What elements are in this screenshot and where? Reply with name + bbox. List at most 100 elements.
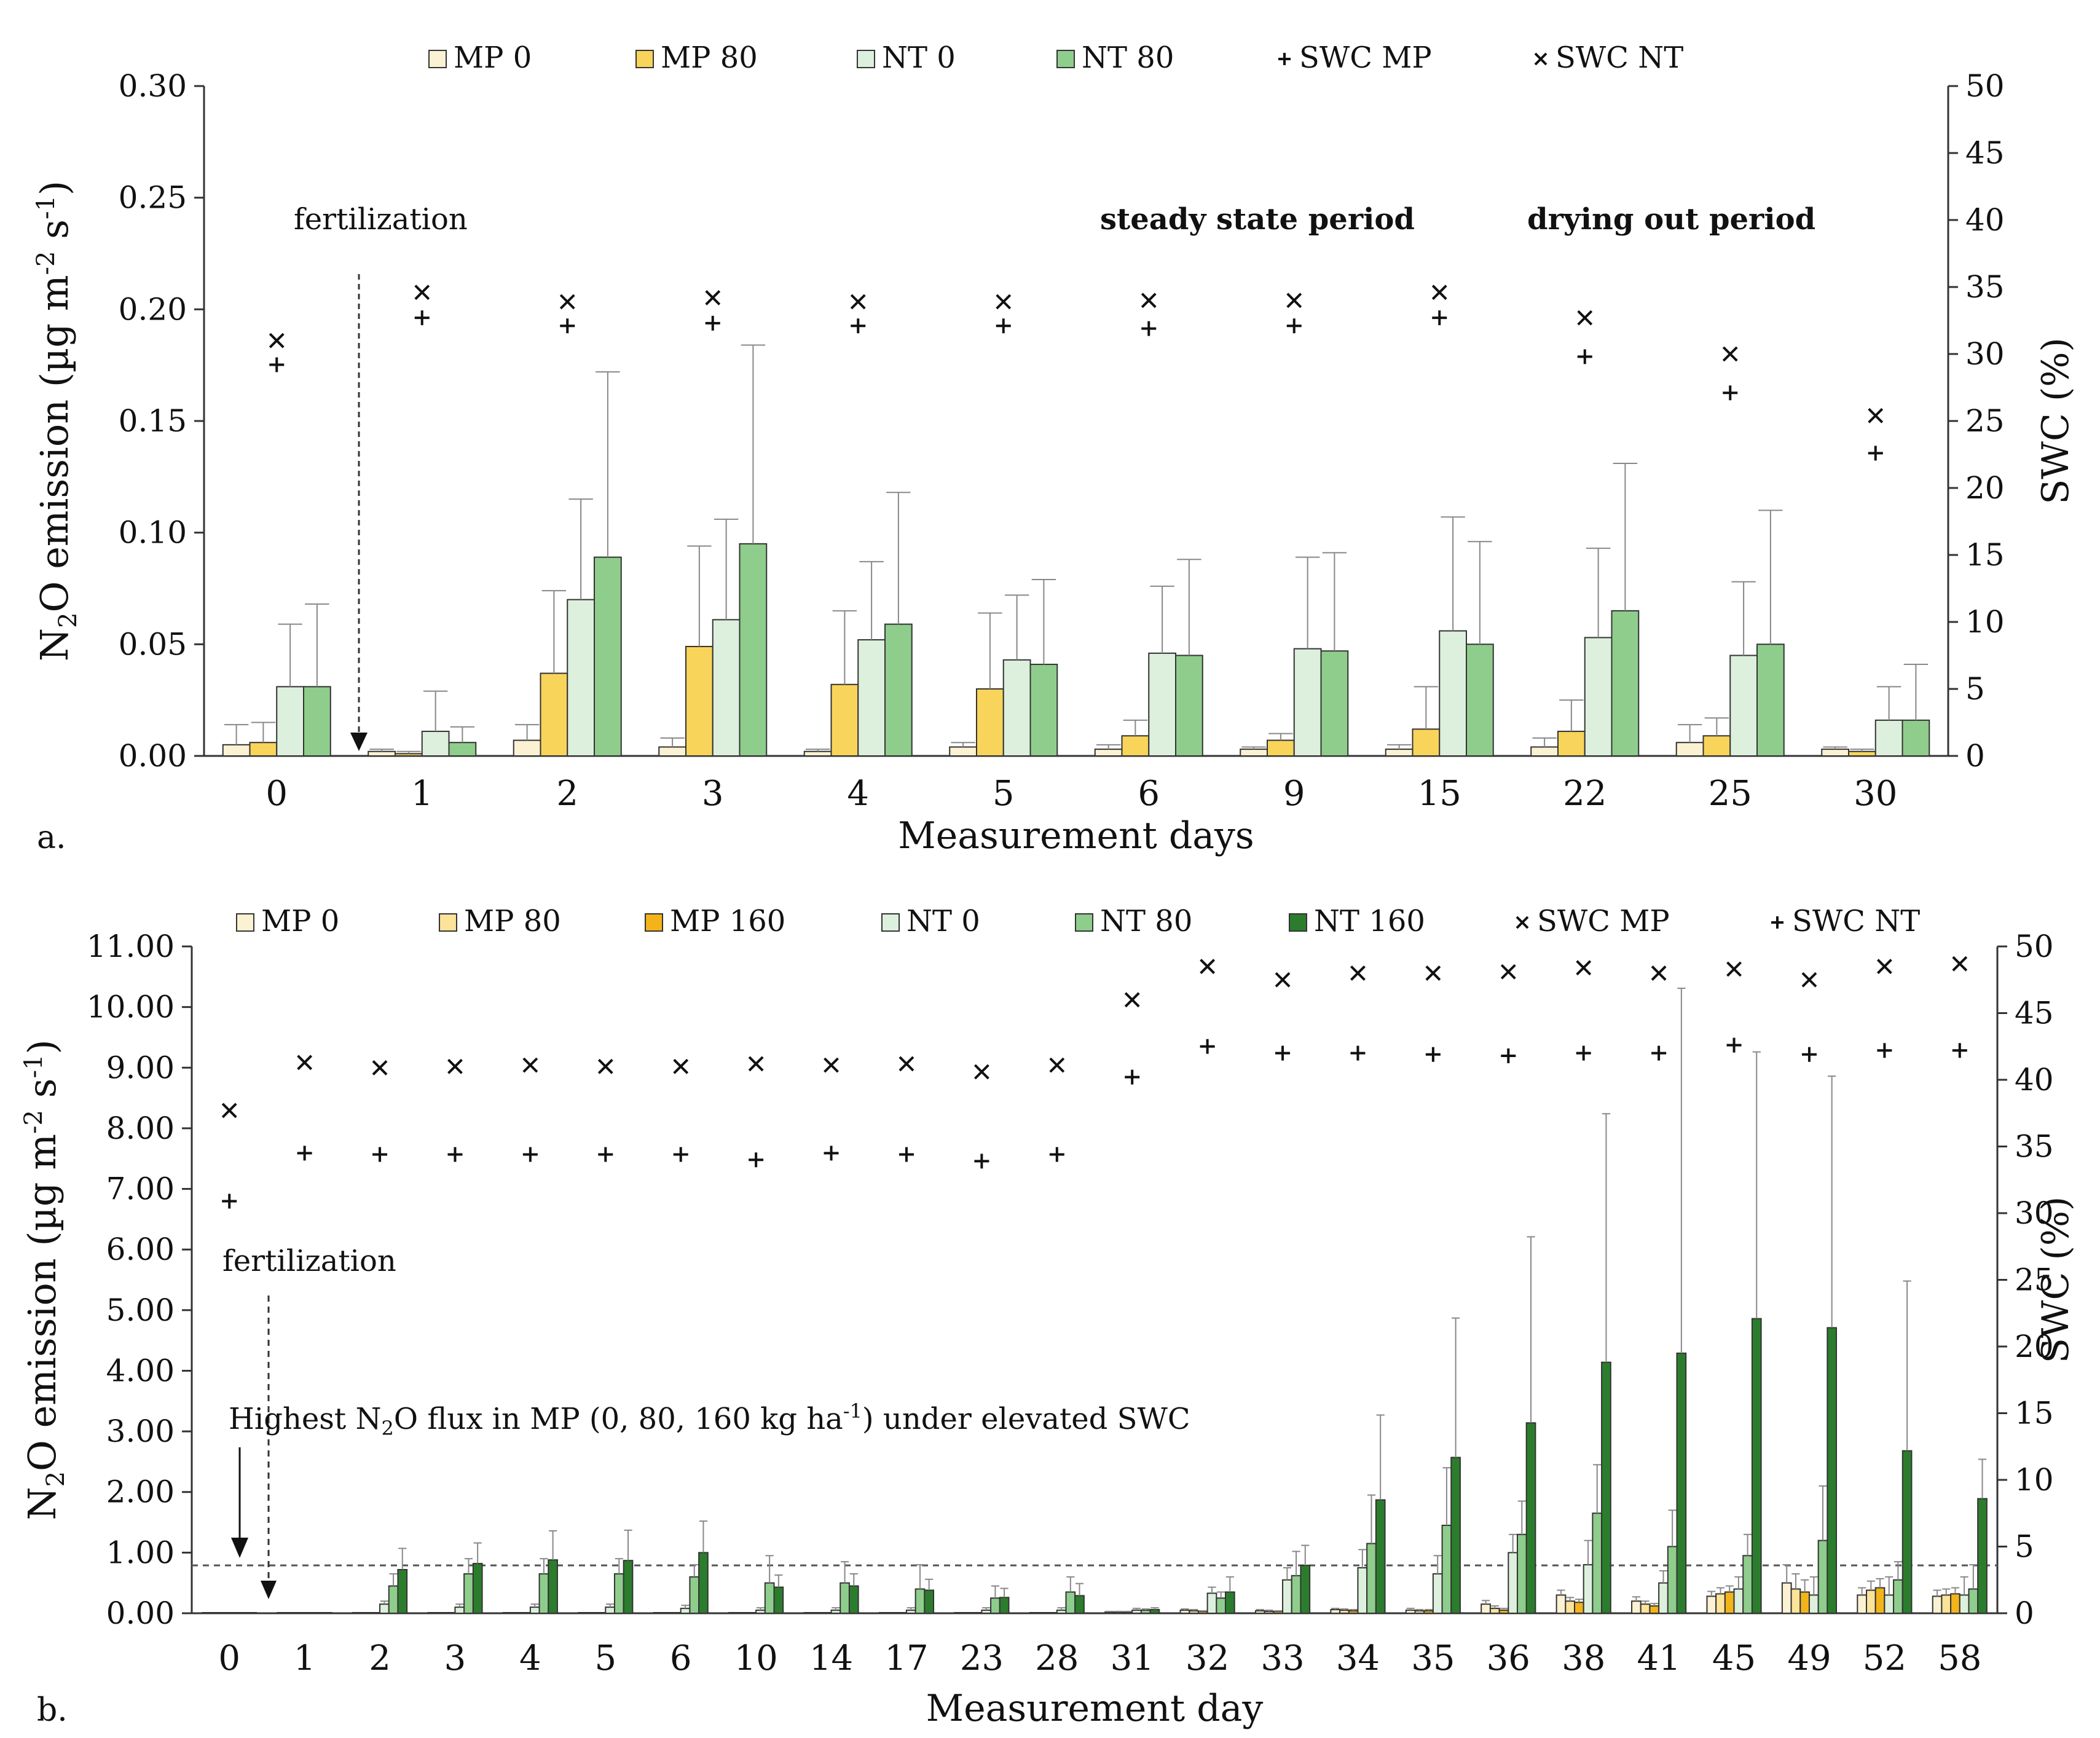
bar <box>623 1560 634 1614</box>
bar <box>1631 1600 1642 1614</box>
bar <box>388 1585 399 1614</box>
y-tick-label: 0.25 <box>119 180 187 216</box>
swc-marker <box>973 1064 989 1080</box>
annotation-sub: 2 <box>381 1417 393 1440</box>
bar <box>1056 1610 1067 1614</box>
bar <box>1827 1327 1838 1614</box>
bar <box>540 672 568 757</box>
swc-marker <box>1726 1037 1742 1053</box>
swc-marker <box>705 315 720 331</box>
bar <box>755 1610 766 1614</box>
bar <box>658 746 686 757</box>
legend-label: MP 0 <box>454 41 532 75</box>
bar <box>1667 1546 1678 1614</box>
bar <box>1216 1597 1227 1614</box>
bar <box>1104 1611 1115 1614</box>
y-tick-label: 5.00 <box>106 1292 175 1328</box>
bar <box>513 739 541 757</box>
bar <box>1412 728 1441 757</box>
bar <box>1901 1450 1913 1614</box>
bar <box>1968 1588 1979 1614</box>
swc-marker <box>222 1193 237 1209</box>
x-tick-label: 52 <box>1863 1638 1906 1678</box>
x-tick-label: 38 <box>1562 1638 1605 1678</box>
legend-cross-marker <box>1516 916 1529 929</box>
y-label-sup: -1 <box>20 1055 48 1079</box>
bar <box>472 1563 483 1614</box>
bar <box>421 731 450 757</box>
bar <box>1254 1610 1265 1614</box>
swc-marker <box>1500 964 1516 980</box>
swc-marker <box>447 1058 463 1074</box>
x-tick-label: 22 <box>1563 774 1606 814</box>
y-tick-label: 0.15 <box>119 403 187 439</box>
y-tick-label: 7.00 <box>106 1171 175 1207</box>
legend-swatch <box>635 50 654 68</box>
x-tick-label: 31 <box>1111 1638 1154 1678</box>
swc-marker <box>1425 965 1441 981</box>
x-tick-label: 32 <box>1186 1638 1229 1678</box>
y2-tick-label: 25 <box>1965 403 2005 439</box>
bar <box>924 1589 935 1614</box>
bar <box>1742 1555 1753 1614</box>
swc-marker <box>1125 1069 1140 1085</box>
bar <box>1733 1588 1744 1614</box>
bar <box>1808 1594 1819 1614</box>
x-tick-label: 3 <box>444 1638 466 1678</box>
annotation-part: Highest N <box>229 1402 381 1436</box>
bar <box>1865 1589 1876 1614</box>
swc-marker <box>1651 965 1667 981</box>
bar <box>1874 1587 1886 1614</box>
swc-marker <box>522 1057 538 1073</box>
x-tick-label: 45 <box>1712 1638 1756 1678</box>
swc-marker <box>1141 321 1157 336</box>
bar <box>1240 749 1268 757</box>
x-tick-label: 1 <box>294 1638 316 1678</box>
bar <box>990 1597 1001 1614</box>
x-tick-label: 1 <box>411 774 433 814</box>
annotation-highest-flux: Highest N2O flux in MP (0, 80, 160 kg ha… <box>229 1399 1190 1440</box>
bar <box>1414 1610 1425 1614</box>
bar <box>1799 1591 1810 1614</box>
bar <box>1189 1610 1199 1614</box>
swc-marker <box>1877 1043 1892 1058</box>
x-tick-label: 34 <box>1336 1638 1380 1678</box>
x-tick-label: 0 <box>218 1638 240 1678</box>
bar <box>803 750 832 757</box>
bar <box>1611 610 1640 757</box>
bar <box>848 1585 859 1614</box>
bar <box>1029 664 1058 757</box>
legend-label: NT 0 <box>906 904 980 938</box>
fertilization-arrow-head <box>261 1581 277 1599</box>
highest-flux-arrow-head <box>231 1538 248 1558</box>
y2-tick-label: 45 <box>2015 996 2054 1031</box>
bar <box>857 639 886 757</box>
legend-label: NT 0 <box>882 41 956 75</box>
bar <box>368 750 396 757</box>
y2-tick-label: 50 <box>2015 929 2054 964</box>
x-tick-label: 14 <box>809 1638 853 1678</box>
x-axis-label: Measurement day <box>926 1687 1264 1730</box>
y2-tick-label: 0 <box>2015 1595 2034 1631</box>
x-tick-label: 35 <box>1411 1638 1455 1678</box>
swc-marker <box>1868 446 1883 461</box>
y-tick-label: 0.00 <box>119 738 187 774</box>
bar <box>1206 1592 1217 1614</box>
x-tick-label: 36 <box>1487 1638 1530 1678</box>
swc-marker <box>269 332 285 348</box>
bar <box>830 1610 841 1614</box>
bar <box>222 744 251 757</box>
bar <box>1366 1543 1377 1614</box>
annotation-drying-out: drying out period <box>1527 202 1815 237</box>
bar <box>303 686 331 757</box>
bar <box>1847 750 1876 757</box>
swc-marker <box>1952 1043 1967 1058</box>
swc-marker <box>1200 959 1216 974</box>
bar <box>914 1588 926 1614</box>
x-tick-label: 25 <box>1709 774 1752 814</box>
annotation-part: O flux in MP (0, 80, 160 kg ha <box>394 1402 843 1436</box>
bar <box>1675 742 1704 757</box>
bar <box>448 742 477 757</box>
bar <box>538 1573 549 1614</box>
bar <box>1884 1594 1895 1614</box>
